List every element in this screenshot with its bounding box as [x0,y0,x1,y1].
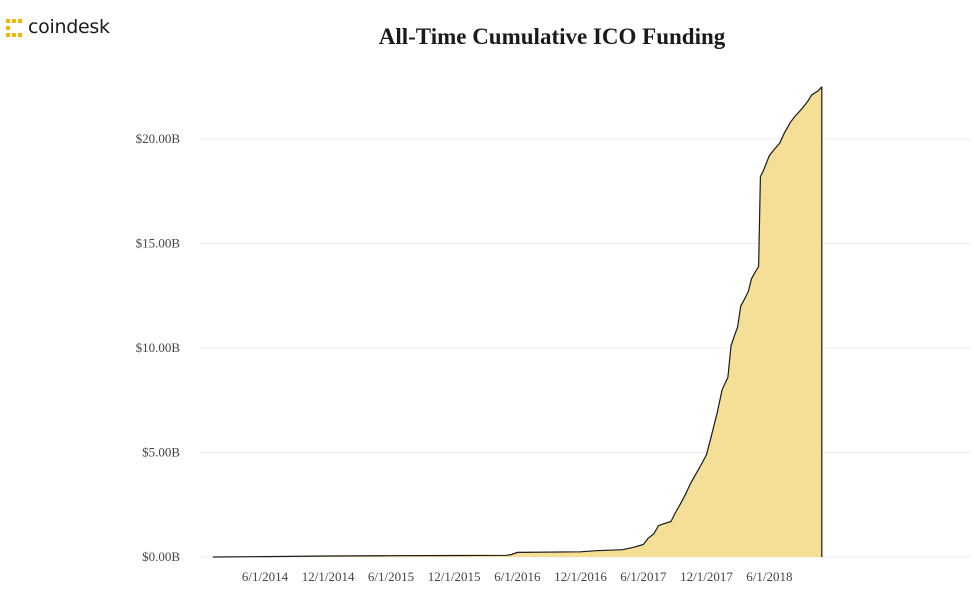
x-tick-label: 6/1/2016 [494,569,541,584]
y-tick-label: $0.00B [142,549,180,564]
x-tick-label: 12/1/2016 [554,569,607,584]
y-tick-label: $5.00B [142,445,180,460]
area-fill [212,86,822,558]
x-tick-label: 6/1/2015 [368,569,414,584]
y-tick-label: $10.00B [136,340,181,355]
x-tick-label: 12/1/2015 [428,569,481,584]
coindesk-logo-icon [6,18,22,37]
x-tick-label: 6/1/2018 [746,569,792,584]
series-line [212,86,823,558]
chart-title: All-Time Cumulative ICO Funding [378,24,726,49]
brand-name: coindesk [28,16,110,38]
y-tick-label: $15.00B [136,236,181,251]
x-tick-label: 6/1/2017 [620,569,667,584]
y-axis: $0.00B $5.00B $10.00B $15.00B $20.00B [136,131,181,564]
y-tick-label: $20.00B [136,131,181,146]
grid-lines [200,138,970,558]
plot-area [212,86,823,558]
x-tick-label: 12/1/2017 [680,569,733,584]
x-axis: 6/1/2014 12/1/2014 6/1/2015 12/1/2015 6/1/20… [242,569,793,584]
brand: coindesk [6,18,110,37]
x-tick-label: 12/1/2014 [302,569,355,584]
x-tick-label: 6/1/2014 [242,569,289,584]
